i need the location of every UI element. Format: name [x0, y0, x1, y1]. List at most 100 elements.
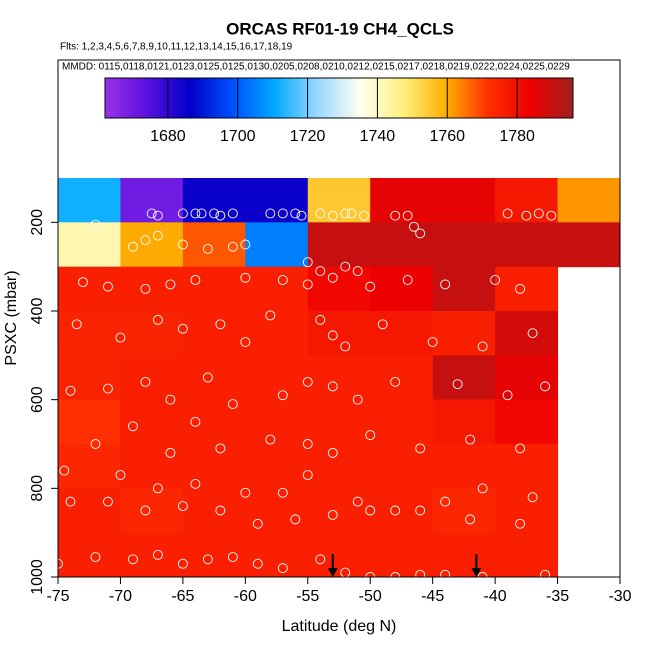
heatmap-cell — [307, 311, 371, 356]
data-point — [302, 439, 313, 449]
heatmap-cell — [370, 399, 434, 445]
data-point — [240, 487, 251, 498]
heatmap — [58, 178, 621, 578]
heatmap-cell — [370, 178, 434, 223]
data-point — [103, 496, 113, 507]
data-point — [477, 341, 488, 352]
heatmap-cell — [182, 355, 246, 401]
data-point — [390, 505, 401, 516]
data-point — [215, 319, 226, 330]
data-point — [377, 319, 388, 330]
data-point — [315, 554, 326, 565]
data-point — [515, 443, 526, 454]
data-point — [165, 279, 176, 290]
data-point — [402, 275, 413, 285]
data-point — [477, 483, 488, 494]
data-point — [177, 558, 188, 569]
data-point — [302, 470, 313, 480]
heatmap-cell — [120, 355, 184, 401]
data-point — [490, 275, 501, 285]
data-point — [415, 505, 426, 516]
data-point — [127, 554, 138, 565]
data-point — [215, 505, 226, 516]
heatmap-cell — [307, 399, 371, 445]
data-point — [115, 470, 126, 480]
data-point — [90, 219, 101, 230]
data-point — [327, 381, 338, 392]
heatmap-cell — [432, 444, 496, 489]
heatmap-cell — [432, 311, 496, 356]
data-point — [290, 514, 301, 525]
data-point — [59, 465, 70, 476]
data-point — [227, 241, 238, 252]
y-tick-label: 400 — [29, 298, 46, 325]
data-point — [346, 208, 357, 219]
data-point — [227, 399, 238, 410]
heatmap-cell — [370, 311, 434, 356]
x-tick-label: -30 — [608, 588, 631, 605]
data-point — [315, 208, 326, 219]
data-point — [227, 552, 238, 562]
data-point — [177, 239, 188, 250]
data-point — [427, 337, 438, 347]
x-tick-label: -75 — [46, 588, 69, 605]
data-point — [190, 416, 201, 427]
data-point — [302, 376, 313, 387]
heatmap-cell — [245, 355, 309, 401]
data-point — [515, 518, 526, 529]
heatmap-cell — [245, 488, 309, 534]
data-point — [440, 569, 451, 580]
x-axis-label: Latitude (deg N) — [282, 618, 397, 635]
data-point — [265, 208, 276, 219]
data-point — [277, 275, 288, 285]
data-point — [190, 208, 201, 219]
data-point — [215, 210, 226, 221]
data-point — [265, 310, 276, 321]
data-point — [152, 549, 163, 560]
x-tick-label: -50 — [359, 588, 382, 605]
data-point — [440, 279, 451, 290]
data-point — [390, 376, 401, 387]
data-point — [65, 385, 76, 396]
heatmap-cell — [432, 355, 496, 401]
data-point — [240, 272, 251, 283]
heatmap-cell — [58, 266, 121, 312]
colorbar-tick-label: 1720 — [290, 128, 326, 145]
data-point — [202, 243, 213, 254]
heatmap-cell — [370, 488, 434, 534]
heatmap-cell — [495, 266, 559, 312]
data-point — [277, 208, 288, 219]
data-point — [209, 208, 220, 219]
colorbar-tick-label: 1740 — [360, 128, 396, 145]
heatmap-cell — [182, 222, 246, 268]
heatmap-cell — [495, 178, 559, 223]
data-point — [90, 552, 101, 562]
heatmap-cell — [182, 266, 246, 312]
data-point — [190, 275, 201, 285]
data-point — [527, 492, 538, 503]
data-point — [408, 221, 419, 232]
heatmap-cell — [370, 355, 434, 401]
y-tick-label: 800 — [29, 475, 46, 502]
data-point — [365, 430, 376, 441]
data-point — [196, 208, 207, 219]
data-point — [465, 514, 476, 525]
data-point — [152, 314, 163, 325]
data-point — [315, 314, 326, 325]
heatmap-cell — [495, 444, 559, 489]
heatmap-cell — [58, 311, 121, 356]
data-point — [190, 478, 201, 489]
heatmap-cell — [182, 488, 246, 534]
y-tick-label: 1000 — [29, 559, 46, 595]
heatmap-cell — [495, 222, 559, 268]
subtitle: Flts: 1,2,3,4,5,6,7,8,9,10,11,12,13,14,1… — [60, 42, 293, 53]
heatmap-cell — [120, 532, 184, 578]
data-point — [103, 281, 113, 292]
data-point — [215, 443, 226, 454]
heatmap-cell — [120, 178, 184, 223]
data-point — [359, 210, 369, 221]
data-point — [515, 283, 526, 294]
x-tick-label: -45 — [421, 588, 444, 605]
data-point — [302, 257, 313, 268]
